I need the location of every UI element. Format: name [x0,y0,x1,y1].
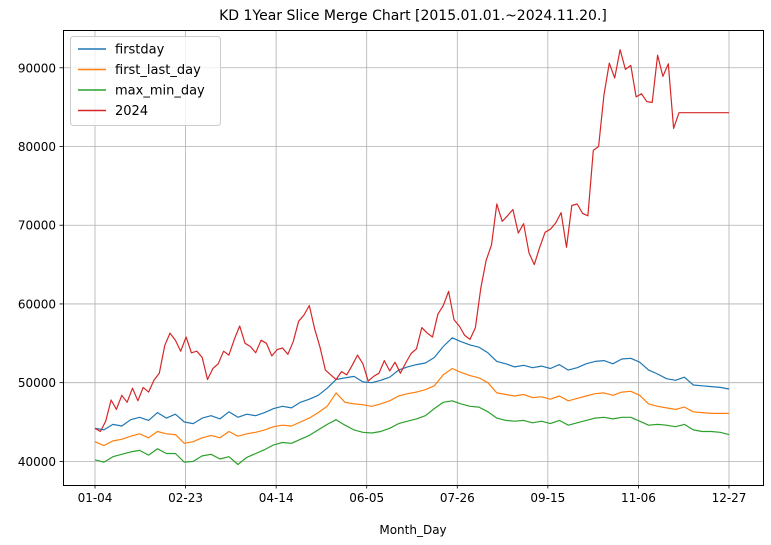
series-line-2024 [94,49,729,433]
y-tick-label: 60000 [18,297,56,311]
y-tick-label: 40000 [18,455,56,469]
x-tick-label: 01-04 [78,491,113,505]
legend-label: firstday [115,43,165,58]
y-tick-label: 90000 [18,61,56,75]
series-lines [94,49,730,466]
legend-label: first_last_day [115,63,201,78]
series-line-first-last-day [94,367,729,447]
x-axis-label: Month_Day [379,523,446,537]
gridlines [63,30,763,485]
x-tick-label: 04-14 [259,491,294,505]
plot-frame [63,30,764,486]
x-tick-label: 09-15 [530,491,565,505]
axis-ticks: 01-04 02-23 04-14 06-05 07-26 09-15 11-06 12-27… [18,61,747,505]
legend-label: 2024 [115,104,148,119]
legend-frame [70,36,221,126]
x-tick-label: 11-06 [621,491,656,505]
x-tick-label: 12-27 [712,491,747,505]
y-tick-label: 80000 [18,140,56,154]
x-tick-label: 02-23 [168,491,203,505]
legend-label: max_min_day [115,84,205,99]
series-line-firstday [94,337,730,431]
legend: firstday first_last_day max_min_day 2024 [70,36,221,126]
y-tick-label: 70000 [18,219,56,233]
series-line-max-min-day [94,400,730,466]
x-tick-label: 07-26 [440,491,475,505]
chart-title: KD 1Year Slice Merge Chart [2015.01.01.~… [219,8,607,24]
y-tick-label: 50000 [18,376,56,390]
x-tick-label: 06-05 [349,491,384,505]
